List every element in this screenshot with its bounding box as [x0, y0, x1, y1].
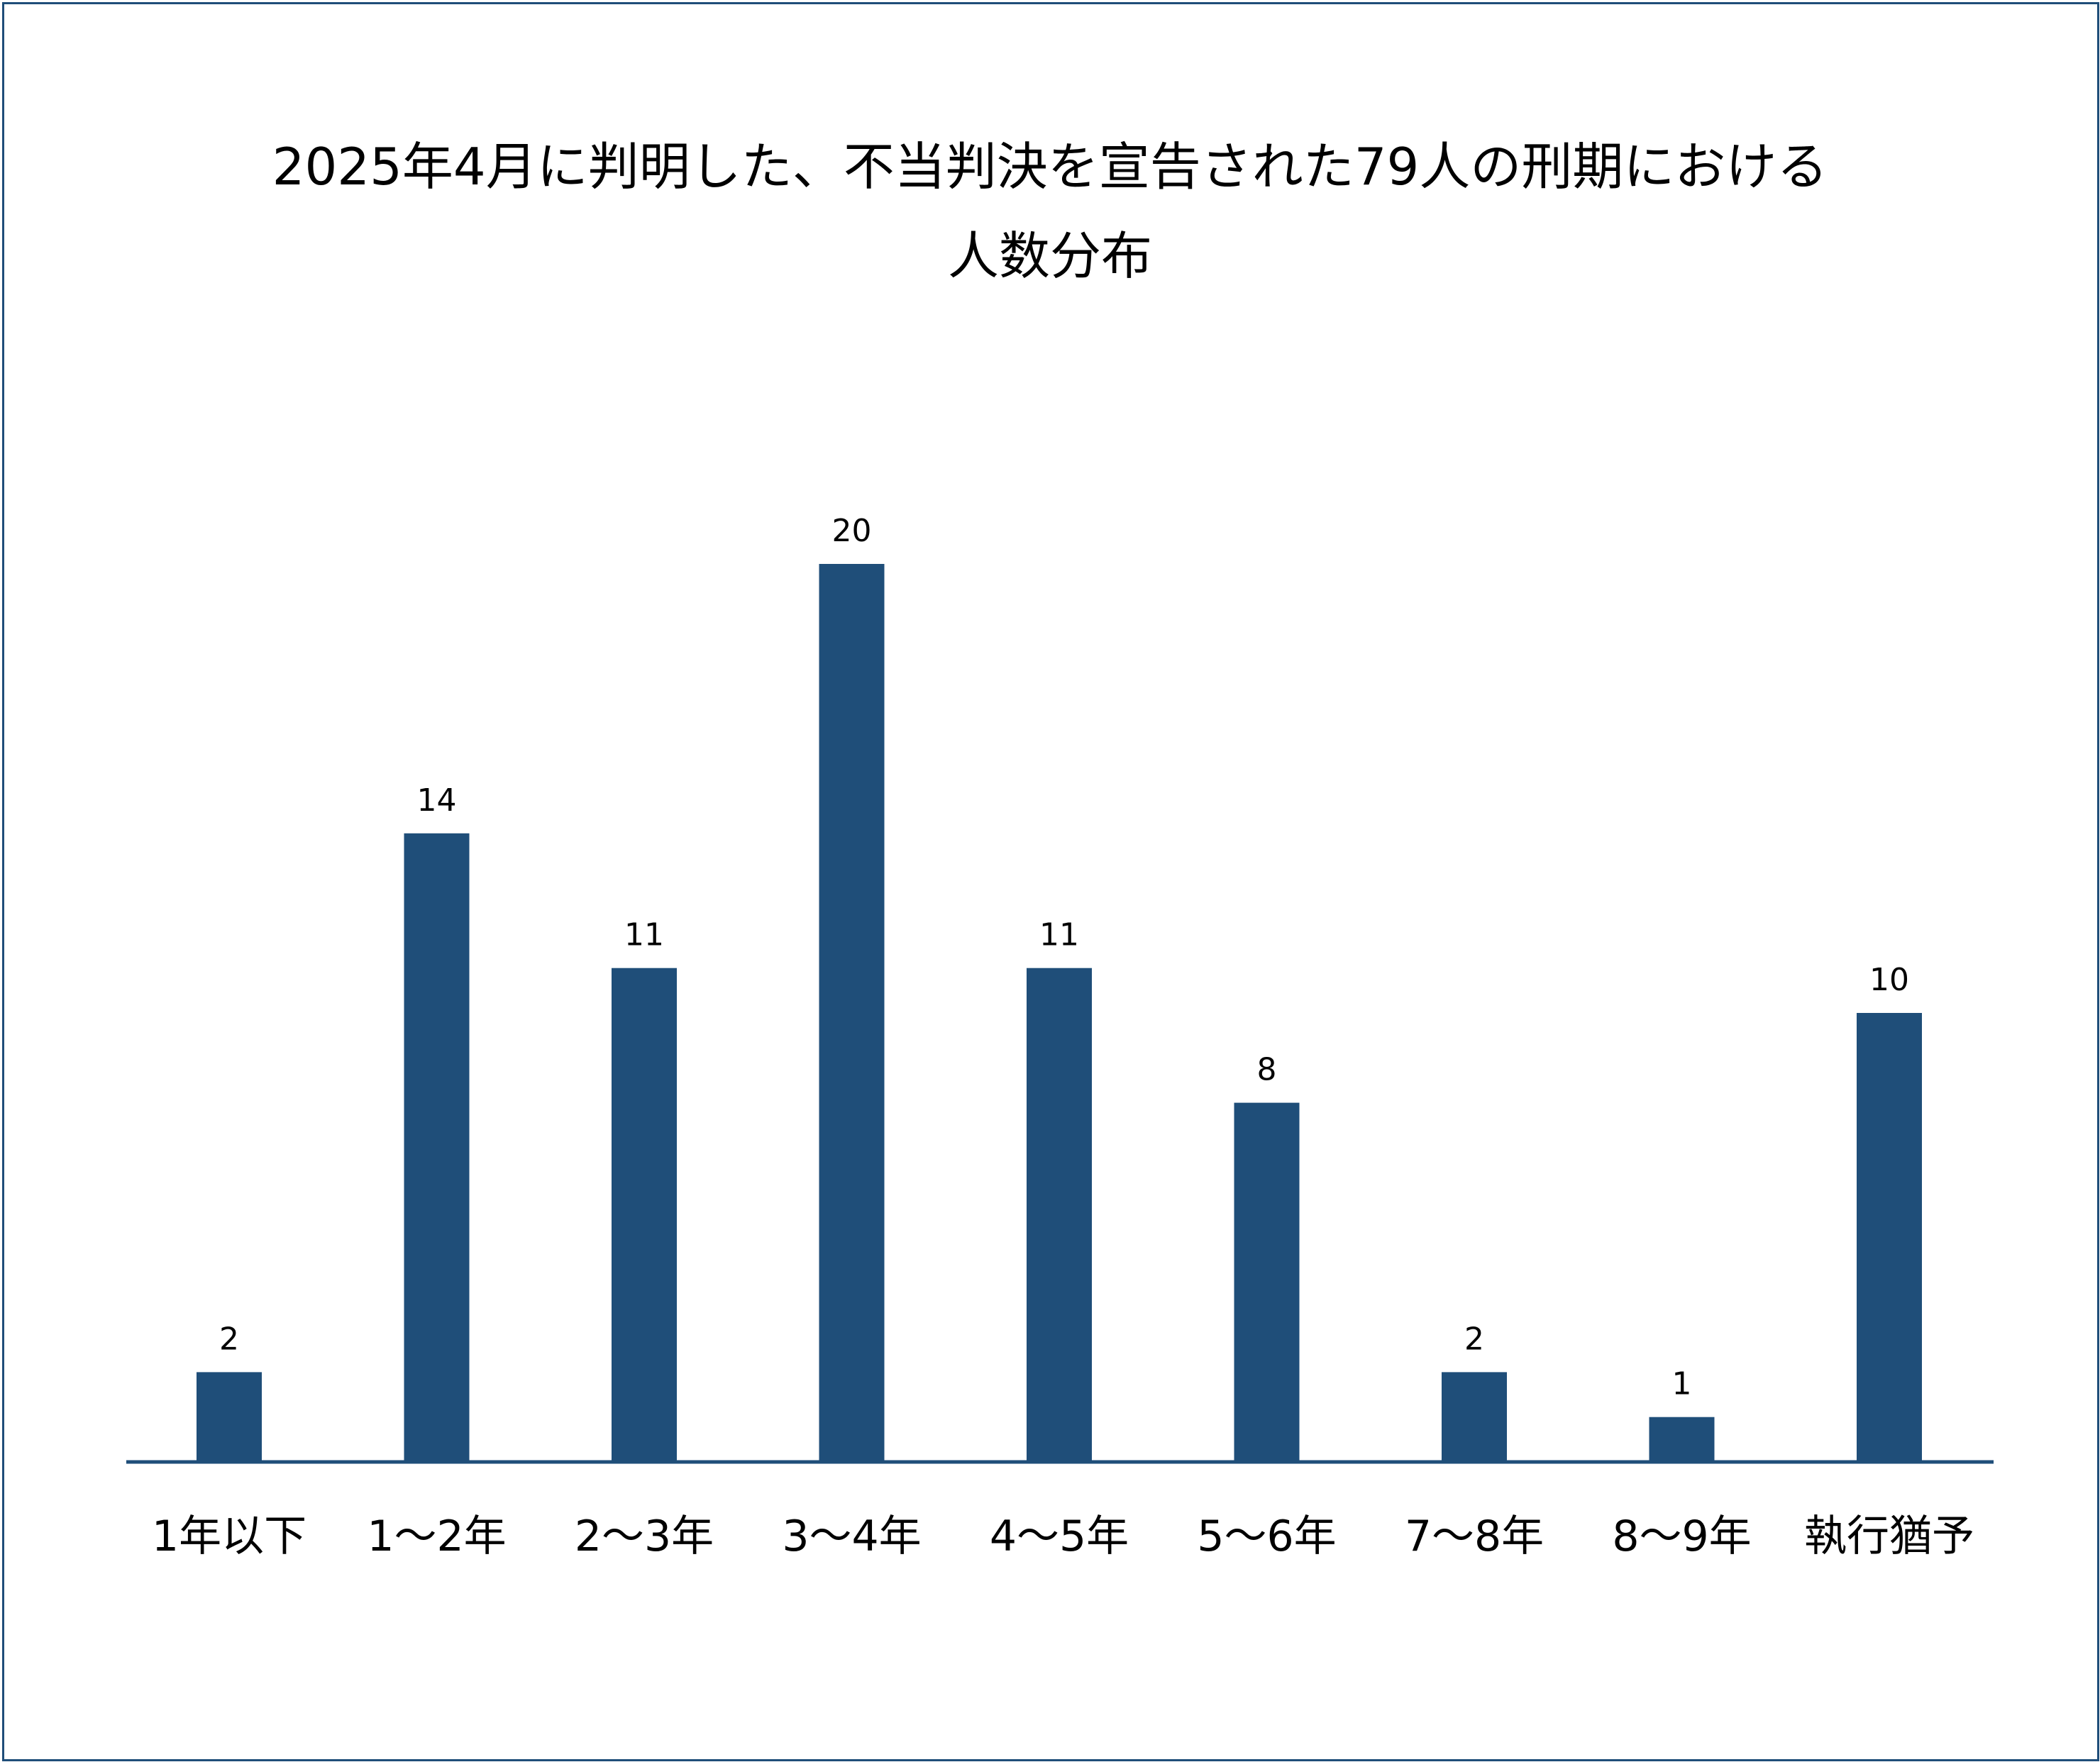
data-label-4: 11 [1039, 917, 1079, 953]
data-label-1: 14 [417, 782, 457, 819]
data-label-0: 2 [219, 1321, 239, 1357]
chart-title: 2025年4月に判明した、不当判決を宣告された79人の刑期における 人数分布 [0, 122, 2100, 301]
data-label-group: 2 14 11 20 11 8 2 1 10 [219, 513, 1909, 1402]
data-label-3: 20 [832, 513, 872, 549]
bar-3 [819, 564, 885, 1462]
category-label-0: 1年以下 [152, 1512, 306, 1561]
category-label-group: 1年以下 1～2年 2～3年 3～4年 4～5年 5～6年 7～8年 8～9年 執行猶予 [152, 1512, 1974, 1561]
category-label-2: 2～3年 [575, 1512, 714, 1561]
category-label-7: 8～9年 [1612, 1512, 1751, 1561]
data-label-2: 11 [624, 917, 664, 953]
bar-group [197, 564, 1922, 1462]
category-label-1: 1～2年 [367, 1512, 506, 1561]
category-label-4: 4～5年 [990, 1512, 1129, 1561]
chart-title-line-2: 人数分布 [947, 226, 1152, 286]
bar-4 [1027, 968, 1092, 1462]
category-label-5: 5～6年 [1197, 1512, 1336, 1561]
category-label-8: 執行猶予 [1804, 1512, 1974, 1561]
data-label-5: 8 [1257, 1052, 1277, 1088]
bar-7 [1649, 1417, 1715, 1462]
bar-6 [1442, 1372, 1507, 1462]
data-label-7: 1 [1672, 1366, 1692, 1402]
chart-title-line-1: 2025年4月に判明した、不当判決を宣告された79人の刑期における [272, 137, 1828, 196]
bar-1 [404, 833, 470, 1462]
category-label-6: 7～8年 [1405, 1512, 1544, 1561]
data-label-6: 2 [1464, 1321, 1484, 1357]
data-label-8: 10 [1869, 962, 1909, 998]
bar-5 [1234, 1102, 1300, 1462]
bar-2 [612, 968, 677, 1462]
bar-8 [1857, 1013, 1922, 1462]
category-label-3: 3～4年 [782, 1512, 921, 1561]
bar-0 [197, 1372, 262, 1462]
